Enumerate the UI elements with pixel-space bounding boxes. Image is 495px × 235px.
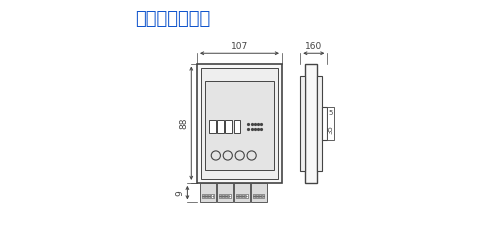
Bar	[242, 194, 245, 198]
Bar	[219, 194, 221, 198]
Bar	[209, 120, 216, 133]
Bar	[222, 194, 224, 198]
Bar	[256, 194, 258, 198]
Bar	[246, 194, 248, 198]
Bar	[205, 194, 207, 198]
Bar	[200, 183, 216, 202]
Bar	[300, 75, 305, 171]
Bar	[229, 194, 231, 198]
Text: 107: 107	[231, 42, 248, 51]
Text: 88: 88	[180, 118, 189, 129]
Bar	[305, 64, 317, 183]
Bar	[205, 82, 274, 170]
Bar	[201, 68, 278, 179]
Bar	[202, 194, 204, 198]
Text: 5: 5	[328, 110, 333, 116]
Text: 9: 9	[176, 190, 185, 196]
Bar	[226, 120, 232, 133]
Bar	[234, 120, 240, 133]
Bar	[225, 194, 227, 198]
Bar	[251, 183, 267, 202]
Bar	[327, 106, 334, 140]
Bar	[262, 194, 264, 198]
Text: 160: 160	[305, 42, 322, 51]
Bar	[211, 194, 213, 198]
Bar	[197, 64, 282, 183]
Bar	[317, 75, 322, 171]
Bar	[253, 194, 255, 198]
Text: 产品安装尺寸图: 产品安装尺寸图	[135, 10, 210, 28]
Bar	[235, 183, 250, 202]
Text: 35: 35	[327, 125, 333, 134]
Bar	[208, 194, 210, 198]
Bar	[239, 194, 241, 198]
Bar	[236, 194, 238, 198]
Bar	[217, 120, 224, 133]
Bar	[322, 106, 327, 140]
Bar	[217, 183, 233, 202]
Bar	[259, 194, 261, 198]
